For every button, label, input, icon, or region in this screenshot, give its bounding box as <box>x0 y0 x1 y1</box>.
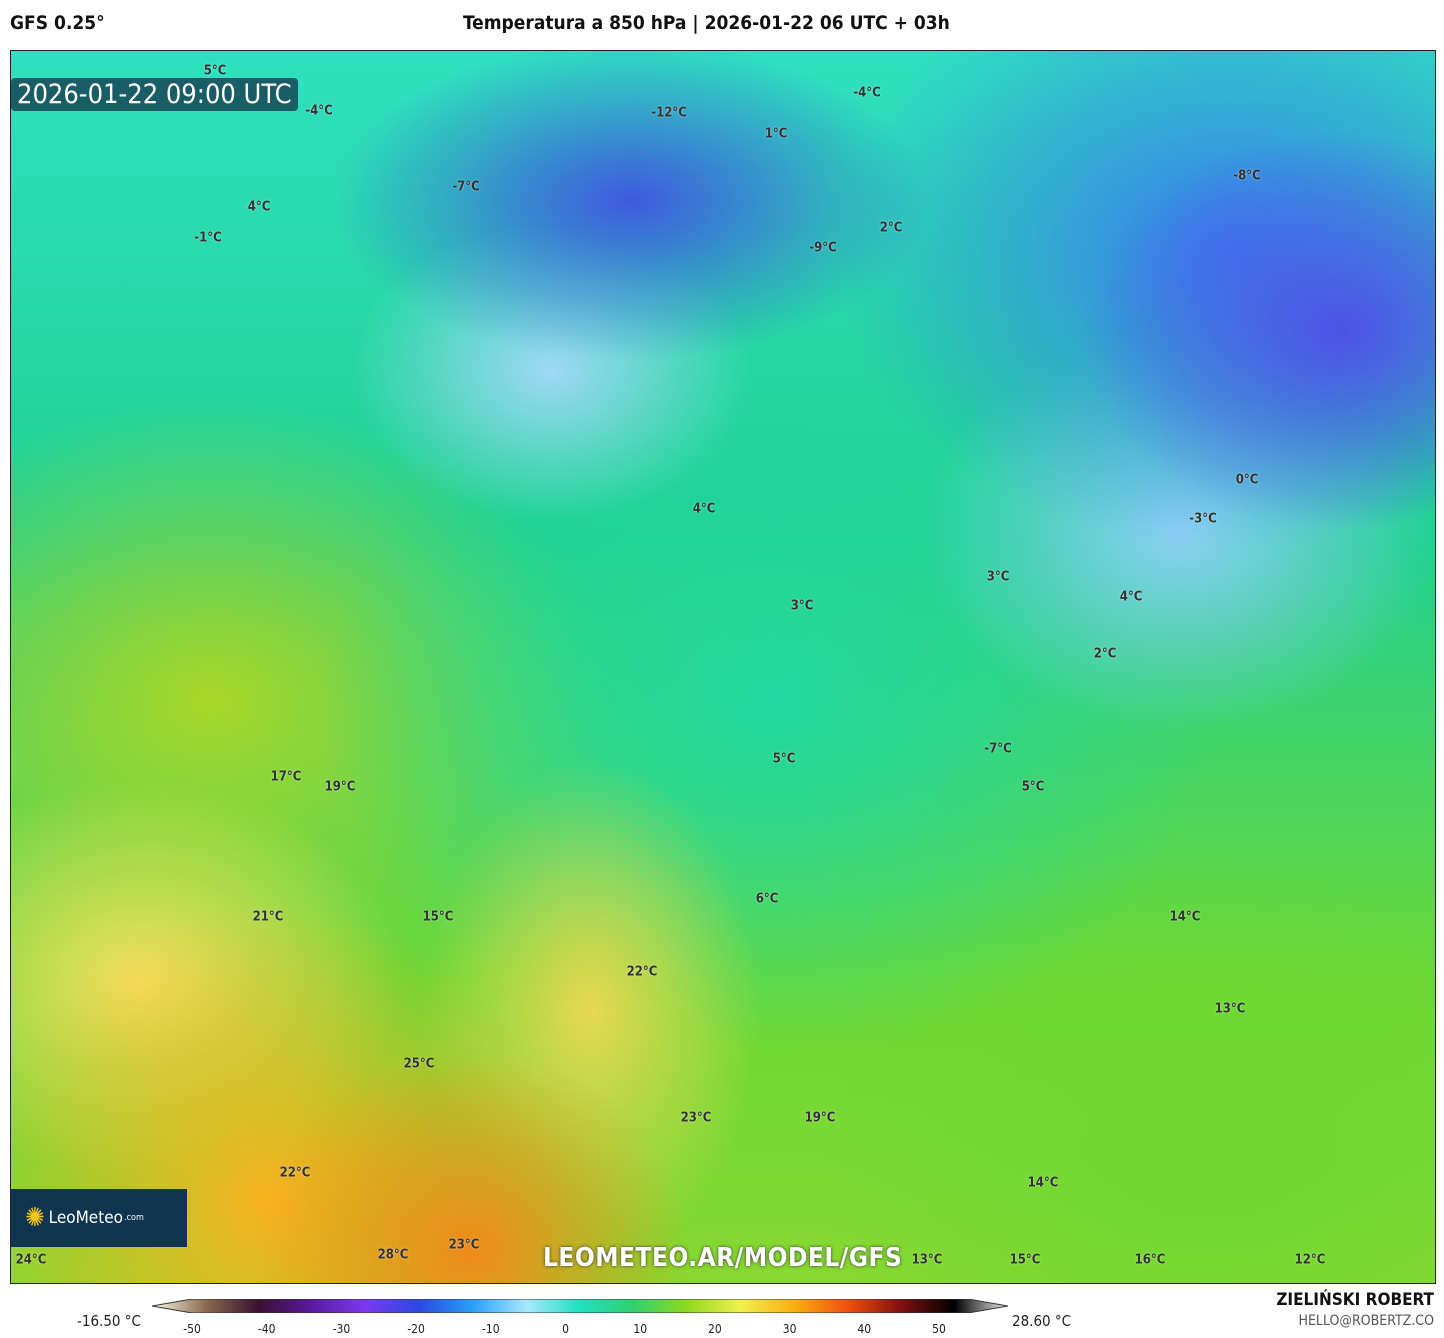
temperature-label: 4°C <box>1119 589 1143 605</box>
author-credit: ZIELIŃSKI ROBERT <box>1276 1290 1434 1310</box>
temperature-label: -12°C <box>651 105 687 121</box>
logo-text: LeoMeteo <box>48 1208 123 1228</box>
temperature-label: 19°C <box>804 1110 836 1126</box>
valid-time-stamp: 2026-01-22 09:00 UTC <box>11 78 298 111</box>
min-value: -16.50 °C <box>77 1312 141 1330</box>
temperature-label: -3°C <box>1189 511 1217 527</box>
scale-tick-label: 0 <box>562 1322 569 1336</box>
temperature-label: 13°C <box>1214 1001 1246 1017</box>
temperature-label: 15°C <box>1009 1252 1041 1268</box>
temperature-label: 23°C <box>448 1237 480 1253</box>
temperature-label: 28°C <box>377 1247 409 1263</box>
scale-tick-label: 20 <box>708 1322 722 1336</box>
temperature-label: 2°C <box>879 220 903 236</box>
color-scale-bar <box>152 1299 1008 1313</box>
max-value: 28.60 °C <box>1012 1312 1072 1330</box>
temperature-label: 0°C <box>1235 472 1259 488</box>
temperature-label: 5°C <box>1021 779 1045 795</box>
temperature-label: -4°C <box>853 85 881 101</box>
temperature-label: 6°C <box>755 891 779 907</box>
logo-suffix: .com <box>123 1213 144 1223</box>
temperature-label: 19°C <box>324 779 356 795</box>
temperature-label: 25°C <box>403 1056 435 1072</box>
temperature-label: 22°C <box>279 1165 311 1181</box>
temperature-label: 5°C <box>203 63 227 79</box>
map-title: Temperatura a 850 hPa | 2026-01-22 06 UT… <box>463 12 950 34</box>
temperature-label: 2°C <box>1093 646 1117 662</box>
sun-icon: ✺ <box>25 1203 45 1233</box>
scale-tick-label: 30 <box>782 1322 797 1336</box>
leometeo-logo[interactable]: ✺ LeoMeteo .com <box>11 1189 187 1247</box>
scale-tick-label: 50 <box>932 1322 946 1336</box>
scale-tick-label: -50 <box>183 1322 201 1336</box>
temperature-label: 21°C <box>252 909 284 925</box>
model-name: GFS 0.25° <box>10 12 105 34</box>
temperature-label: -9°C <box>809 240 837 256</box>
scale-tick-label: 40 <box>857 1322 872 1336</box>
temperature-map: 5°C -4°C -12°C -4°C 1°C -8°C -7°C 4°C -1°C 2°C -9°… <box>10 50 1436 1284</box>
scale-tick-label: -30 <box>332 1322 351 1336</box>
temperature-label: 22°C <box>626 964 658 980</box>
temperature-label: -8°C <box>1233 168 1261 184</box>
temperature-label: 4°C <box>247 199 271 215</box>
temperature-label: 23°C <box>680 1110 712 1126</box>
scale-tick-label: -20 <box>407 1322 425 1336</box>
scale-tick-label: 10 <box>633 1322 648 1336</box>
temperature-label: 13°C <box>911 1252 943 1268</box>
temperature-label: 17°C <box>270 769 302 785</box>
temperature-label: 16°C <box>1134 1252 1166 1268</box>
scale-tick-label: -40 <box>257 1322 276 1336</box>
temperature-label: -7°C <box>452 179 480 195</box>
temperature-label: 14°C <box>1169 909 1201 925</box>
scale-tick-label: -10 <box>481 1322 500 1336</box>
temperature-label: 4°C <box>692 501 716 517</box>
temperature-label: -4°C <box>305 103 333 119</box>
temperature-label: -1°C <box>194 230 222 246</box>
temperature-label: 1°C <box>764 126 788 142</box>
watermark: LEOMETEO.AR/MODEL/GFS <box>543 1243 903 1273</box>
temperature-label: -7°C <box>984 741 1012 757</box>
temperature-label: 5°C <box>772 751 796 767</box>
temperature-label: 3°C <box>790 598 814 614</box>
temperature-label: 12°C <box>1294 1252 1326 1268</box>
temperature-label: 24°C <box>15 1252 47 1268</box>
author-email[interactable]: HELLO@ROBERTZ.CO <box>1298 1313 1435 1329</box>
temperature-label: 14°C <box>1027 1175 1059 1191</box>
temperature-label: 15°C <box>422 909 454 925</box>
temperature-label: 3°C <box>986 569 1010 585</box>
